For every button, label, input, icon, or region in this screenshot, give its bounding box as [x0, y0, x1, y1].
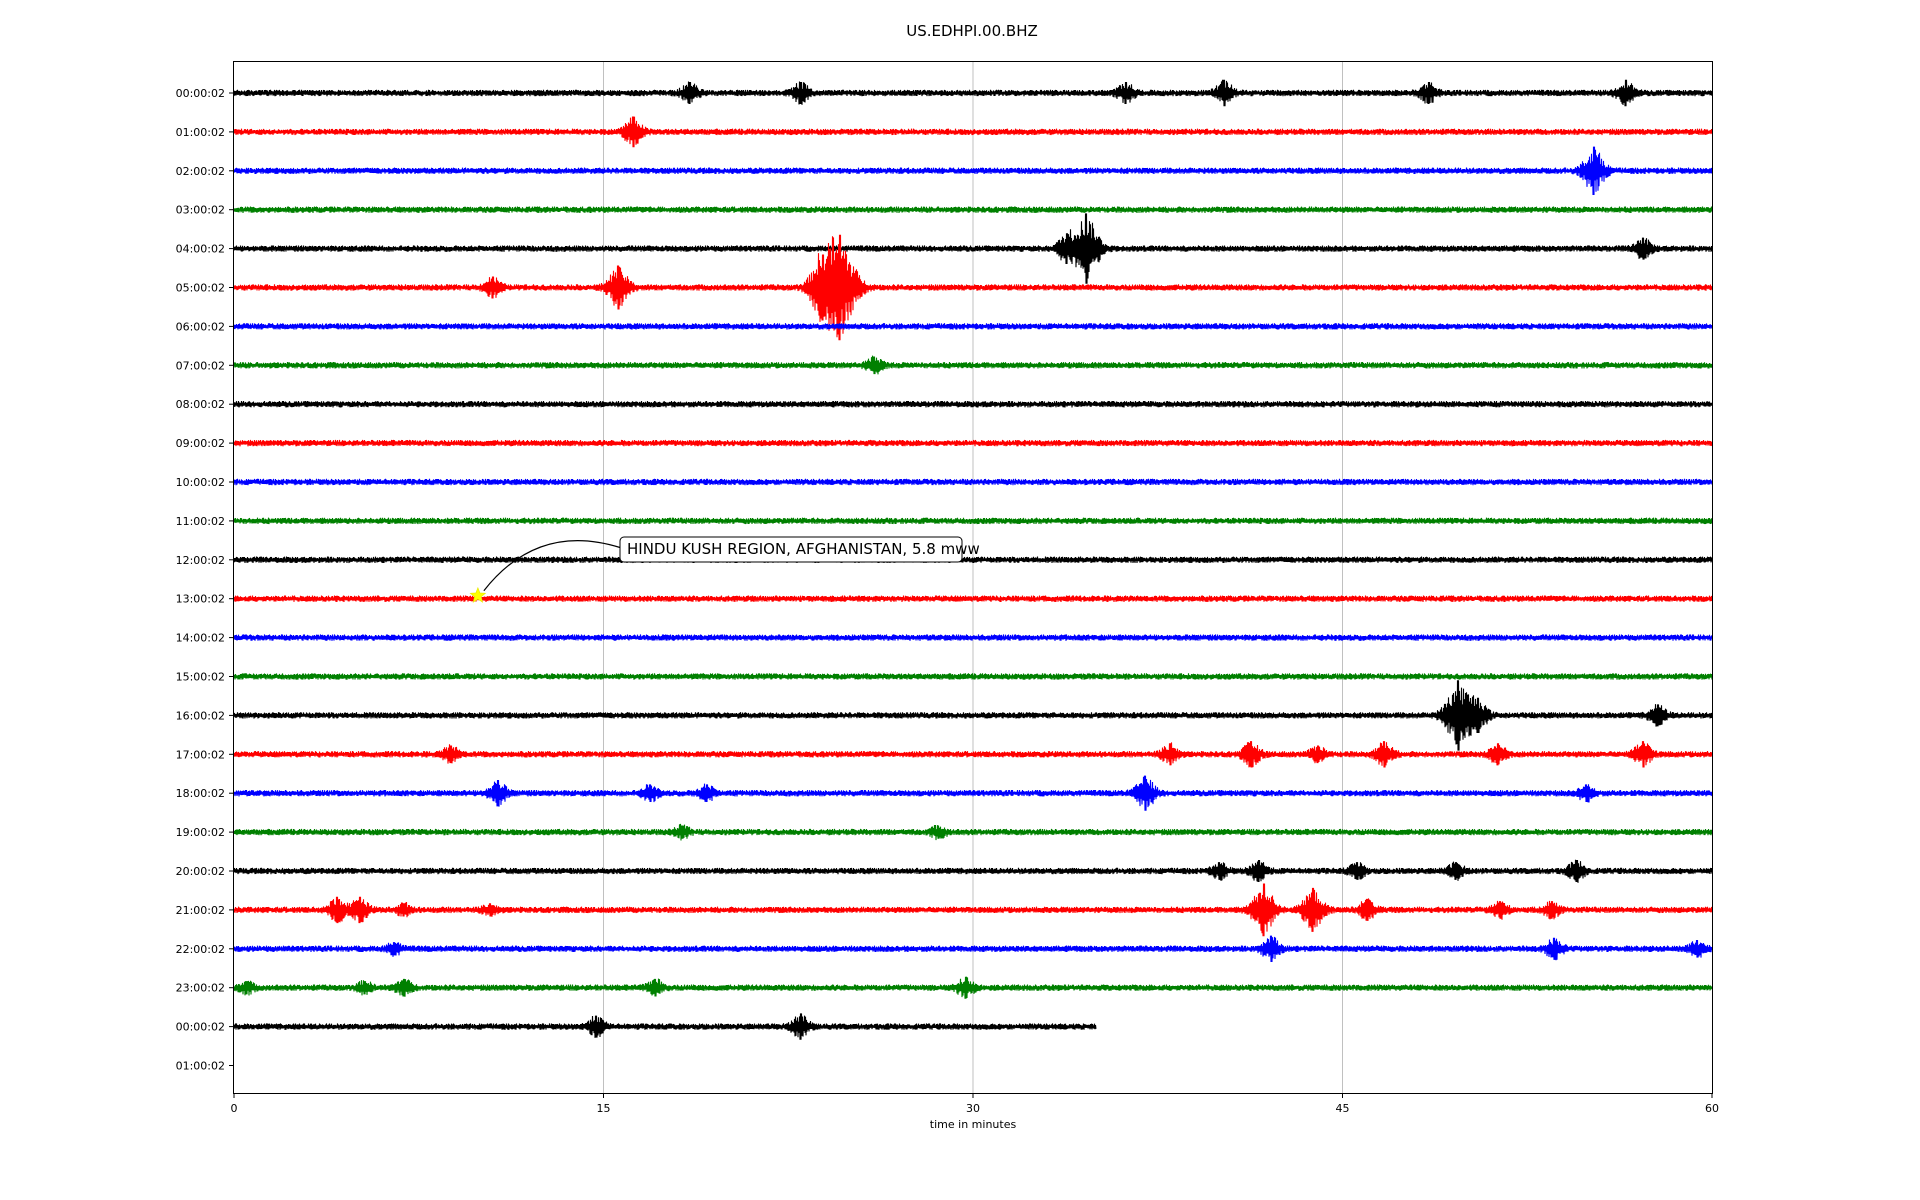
y-tick-label: 17:00:02	[176, 748, 225, 761]
x-tick-label: 15	[597, 1102, 611, 1115]
trace-row-15	[233, 673, 1713, 680]
y-tick-label: 08:00:02	[176, 398, 225, 411]
y-tick-label: 01:00:02	[176, 1060, 225, 1073]
trace-row-21	[233, 883, 1713, 937]
annotation-text: HINDU KUSH REGION, AFGHANISTAN, 5.8 mww	[627, 540, 980, 558]
trace-row-0	[233, 79, 1713, 107]
x-tick-label: 60	[1705, 1102, 1719, 1115]
trace-row-17	[233, 741, 1713, 768]
annotation-connector	[483, 540, 621, 592]
plot-frame	[233, 61, 1713, 1094]
trace-row-24	[233, 1013, 1097, 1040]
y-tick-label: 12:00:02	[176, 554, 225, 567]
y-tick-label: 22:00:02	[176, 943, 225, 956]
grid-lines	[603, 62, 1343, 1093]
x-tick-label: 0	[231, 1102, 238, 1115]
event-star-marker	[469, 586, 487, 603]
y-tick-label: 23:00:02	[176, 982, 225, 995]
trace-row-9	[233, 439, 1713, 447]
x-tick-label: 45	[1336, 1102, 1350, 1115]
y-tick-label: 00:00:02	[176, 1021, 225, 1034]
trace-row-11	[233, 517, 1713, 525]
y-tick-label: 04:00:02	[176, 243, 225, 256]
trace-row-7	[233, 355, 1713, 375]
y-tick-label: 07:00:02	[176, 359, 225, 372]
trace-row-5	[233, 234, 1713, 341]
y-tick-label: 11:00:02	[176, 515, 225, 528]
trace-row-3	[233, 206, 1713, 213]
y-tick-label: 13:00:02	[176, 593, 225, 606]
y-tick-label: 14:00:02	[176, 632, 225, 645]
trace-row-16	[233, 680, 1713, 751]
trace-row-18	[233, 775, 1713, 811]
trace-row-23	[233, 976, 1713, 999]
y-tick-label: 20:00:02	[176, 865, 225, 878]
trace-row-8	[233, 400, 1713, 408]
y-tick-label: 06:00:02	[176, 320, 225, 333]
trace-row-4	[233, 213, 1713, 284]
y-tick-label: 19:00:02	[176, 826, 225, 839]
trace-group	[233, 79, 1713, 1040]
y-tick-label: 09:00:02	[176, 437, 225, 450]
x-axis-ticks: 0 15 30 45 60	[231, 1093, 1719, 1115]
trace-row-2	[233, 146, 1713, 196]
y-axis-ticks: 00:00:02 01:00:02 02:00:02 03:00:02 04:00:02…	[176, 87, 234, 1073]
trace-row-14	[233, 634, 1713, 641]
trace-row-6	[233, 323, 1713, 330]
y-tick-label: 10:00:02	[176, 476, 225, 489]
trace-row-19	[233, 823, 1713, 841]
y-tick-label: 00:00:02	[176, 87, 225, 100]
trace-row-22	[233, 935, 1713, 963]
y-tick-label: 15:00:02	[176, 671, 225, 684]
x-tick-label: 30	[966, 1102, 980, 1115]
trace-row-1	[233, 116, 1713, 148]
y-tick-label: 21:00:02	[176, 904, 225, 917]
y-tick-label: 01:00:02	[176, 126, 225, 139]
y-tick-label: 18:00:02	[176, 787, 225, 800]
y-tick-label: 03:00:02	[176, 204, 225, 217]
chart-title: US.EDHPI.00.BHZ	[906, 22, 1038, 40]
x-axis-label: time in minutes	[930, 1118, 1017, 1131]
trace-row-12	[233, 556, 1713, 564]
y-tick-label: 16:00:02	[176, 709, 225, 722]
event-annotation: HINDU KUSH REGION, AFGHANISTAN, 5.8 mww	[469, 536, 980, 603]
y-tick-label: 05:00:02	[176, 282, 225, 295]
annotation-box	[619, 536, 963, 563]
trace-row-10	[233, 478, 1713, 486]
y-tick-label: 02:00:02	[176, 165, 225, 178]
trace-row-20	[233, 859, 1713, 883]
